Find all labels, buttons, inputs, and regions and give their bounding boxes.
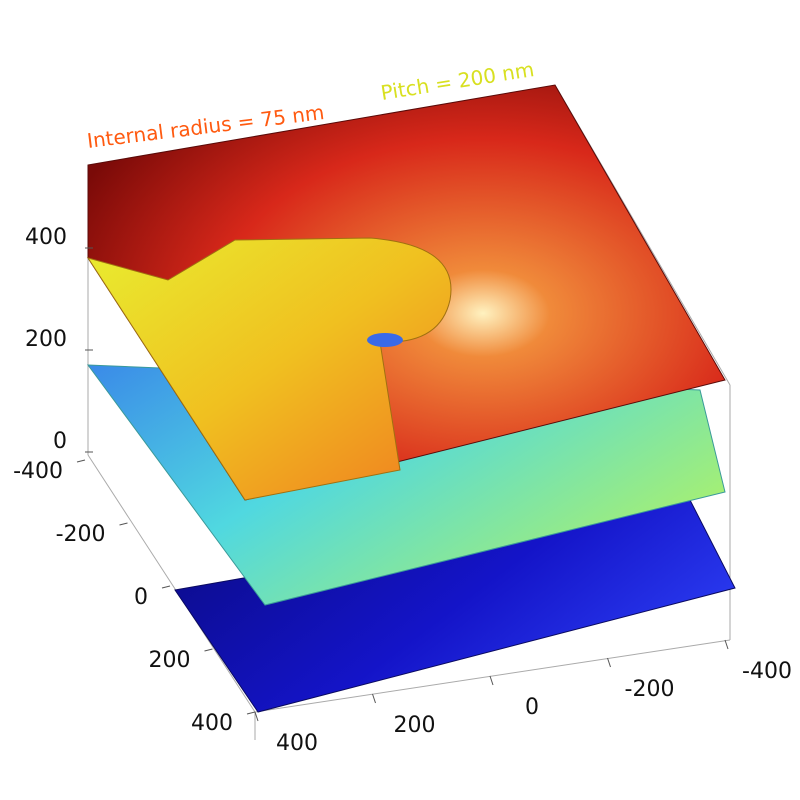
y-tick-label: 0	[134, 585, 148, 610]
x-tick	[489, 675, 494, 686]
y-tick-label: 200	[149, 648, 191, 673]
x-tick-label: 0	[525, 695, 539, 720]
y-tick	[204, 648, 213, 652]
x-tick	[607, 657, 611, 668]
y-tick	[119, 522, 128, 526]
y-tick	[246, 711, 256, 715]
y-tick-label: -400	[13, 459, 63, 484]
y-tick-label: 400	[191, 711, 233, 736]
x-tick-label: 200	[394, 713, 436, 738]
z-tick-label: 200	[25, 327, 67, 352]
inner-hole	[367, 333, 403, 347]
y-tick-label: -200	[56, 522, 106, 547]
x-tick	[254, 711, 259, 722]
x-tick	[372, 693, 376, 704]
x-tick-label: -400	[742, 659, 792, 684]
y-tick	[76, 459, 86, 463]
z-tick-label: 0	[53, 429, 67, 454]
z-tick-label: 400	[25, 225, 67, 250]
y-tick	[161, 585, 171, 589]
x-tick	[724, 639, 729, 650]
x-tick-label: -200	[625, 677, 675, 702]
x-tick-label: 400	[276, 731, 318, 756]
